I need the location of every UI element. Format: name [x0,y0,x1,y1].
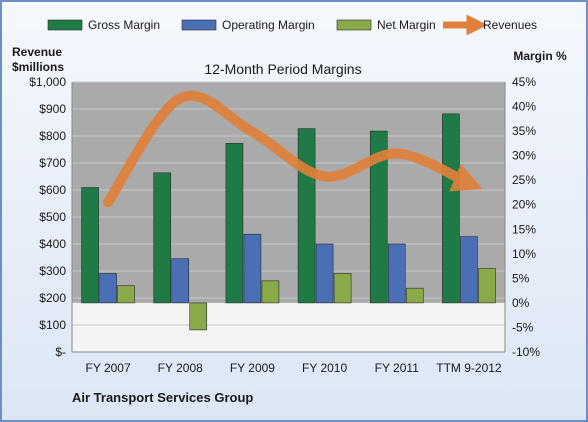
bar-operating-margin [99,273,117,304]
left-tick-label: $100 [39,318,66,332]
right-tick-label: 15% [512,222,536,236]
left-axis-label-line1: Revenue [12,45,62,59]
left-tick-label: $200 [39,291,66,305]
right-tick-label: 10% [512,247,536,261]
bar-net-margin [333,273,352,304]
legend-swatch-operating-margin [181,19,217,31]
legend-swatch-gross-margin [47,19,83,31]
left-tick-label: $800 [39,129,66,143]
legend-label: Gross Margin [88,18,160,32]
left-axis-label-line2: $millions [12,60,64,74]
x-tick-label: FY 2009 [230,361,275,375]
left-tick-label: $1,000 [29,75,66,89]
bar-net-margin [117,285,135,304]
left-tick-label: $300 [39,264,66,278]
chart-title: 12-Month Period Margins [204,61,361,77]
right-tick-label: 45% [512,75,536,89]
left-tick-label: $500 [39,210,66,224]
bar-operating-margin [171,258,190,304]
left-tick-label: $700 [39,156,66,170]
bar-gross-margin [153,172,172,304]
bar-gross-margin [81,187,99,304]
bar-net-margin [189,302,208,331]
right-tick-label: 25% [512,173,536,187]
bar-operating-margin [315,243,334,304]
x-tick-label: FY 2007 [86,361,131,375]
x-tick-label: TTM 9-2012 [436,361,502,375]
right-tick-label: 20% [512,198,536,212]
company-name: Air Transport Services Group [72,390,253,405]
x-tick-label: FY 2010 [302,361,347,375]
right-tick-label: 5% [512,271,530,285]
left-tick-label: $- [55,345,66,359]
revenue-line [103,90,483,208]
legend-label: Net Margin [377,18,436,32]
right-tick-label: -10% [512,345,540,359]
plot-area-lower [72,302,505,352]
bar-gross-margin [369,130,388,304]
right-tick-label: 40% [512,100,536,114]
bar-gross-margin [225,143,244,304]
right-tick-label: -5% [512,320,534,334]
left-tick-label: $600 [39,183,66,197]
bar-net-margin [261,280,280,304]
right-tick-label: 35% [512,124,536,138]
right-axis-label: Margin % [513,49,567,63]
plot-area-upper [72,82,505,303]
bar-operating-margin [243,233,262,304]
bar-operating-margin [460,236,478,304]
x-tick-label: FY 2008 [158,361,203,375]
legend-label: Operating Margin [222,18,315,32]
bar-operating-margin [387,243,406,304]
bar-net-margin [478,268,496,304]
bar-gross-margin [442,113,460,304]
right-tick-label: 30% [512,149,536,163]
right-tick-label: 0% [512,296,530,310]
left-tick-label: $400 [39,237,66,251]
legend-swatch-net-margin [336,19,372,31]
bar-gross-margin [297,128,316,304]
bar-net-margin [405,287,424,304]
x-tick-label: FY 2011 [375,361,420,375]
legend-label: Revenues [483,18,537,32]
left-tick-label: $900 [39,102,66,116]
